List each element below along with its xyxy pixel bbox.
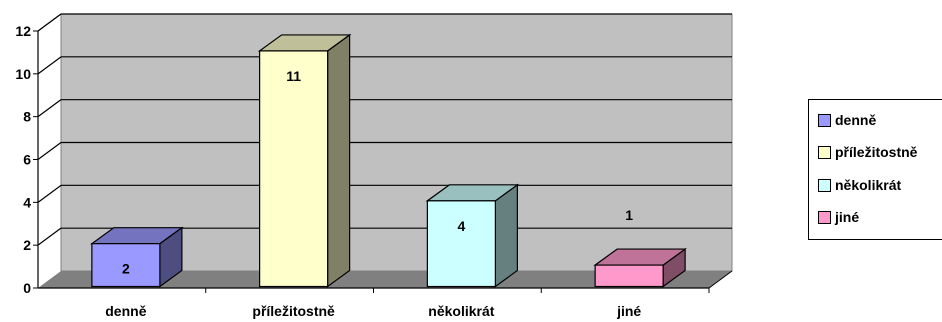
x-category-label: příležitostně	[252, 303, 335, 319]
legend-swatch	[818, 178, 831, 192]
bar-side	[494, 183, 518, 288]
y-tick-label: 8	[23, 109, 31, 125]
legend-swatch	[818, 210, 831, 224]
x-category-label: jiné	[616, 303, 641, 319]
bars	[90, 33, 687, 288]
legend-label: denně	[835, 112, 877, 128]
y-tick-labels: 0 2 4 6 8 10 12	[15, 23, 31, 296]
bar-side	[327, 33, 351, 288]
legend-item: několikrát	[818, 176, 901, 194]
bar-front	[426, 200, 496, 288]
axes	[33, 13, 733, 293]
gridline-diagonal	[37, 227, 62, 246]
y-tick-label: 0	[23, 280, 31, 296]
data-label: 1	[625, 207, 633, 223]
legend-item: jiné	[818, 208, 859, 226]
y-tick-label: 2	[23, 237, 31, 253]
data-label: 4	[457, 218, 465, 234]
legend-swatch	[818, 145, 831, 159]
bar-front	[91, 243, 161, 288]
bar-front	[259, 50, 329, 288]
y-tick-label: 6	[23, 152, 31, 168]
gridline-diagonal	[37, 56, 62, 75]
gridline-diagonal	[37, 142, 62, 160]
gridline-diagonal	[37, 184, 62, 203]
x-category-label: denně	[105, 303, 146, 319]
bar-příležitostně	[257, 33, 352, 288]
data-labels: 2 11 4 1	[122, 68, 633, 277]
side-wall-top	[37, 13, 62, 32]
legend: denně příležitostně několikrát jiné	[808, 99, 942, 240]
legend-item: denně	[818, 111, 876, 129]
y-tick-label: 10	[15, 66, 31, 82]
bar-denně	[90, 226, 184, 288]
chart-floor	[38, 271, 732, 288]
legend-label: několikrát	[835, 177, 902, 193]
legend-label: jiné	[835, 209, 860, 225]
y-tick-label: 4	[23, 194, 31, 210]
floor-edge	[708, 270, 733, 289]
legend-item: příležitostně	[818, 143, 917, 161]
legend-swatch	[818, 113, 831, 127]
data-label: 11	[286, 68, 301, 84]
legend-label: příležitostně	[835, 144, 918, 160]
data-label: 2	[122, 261, 130, 277]
x-category-label: několikrát	[428, 303, 494, 319]
y-tick-label: 12	[15, 23, 31, 39]
category-labels: denně příležitostně několikrát jiné	[105, 303, 641, 319]
bar-několikrát	[425, 183, 520, 288]
bar-jiné	[593, 247, 687, 288]
gridline-diagonal	[37, 99, 62, 118]
bar-front	[594, 264, 664, 288]
